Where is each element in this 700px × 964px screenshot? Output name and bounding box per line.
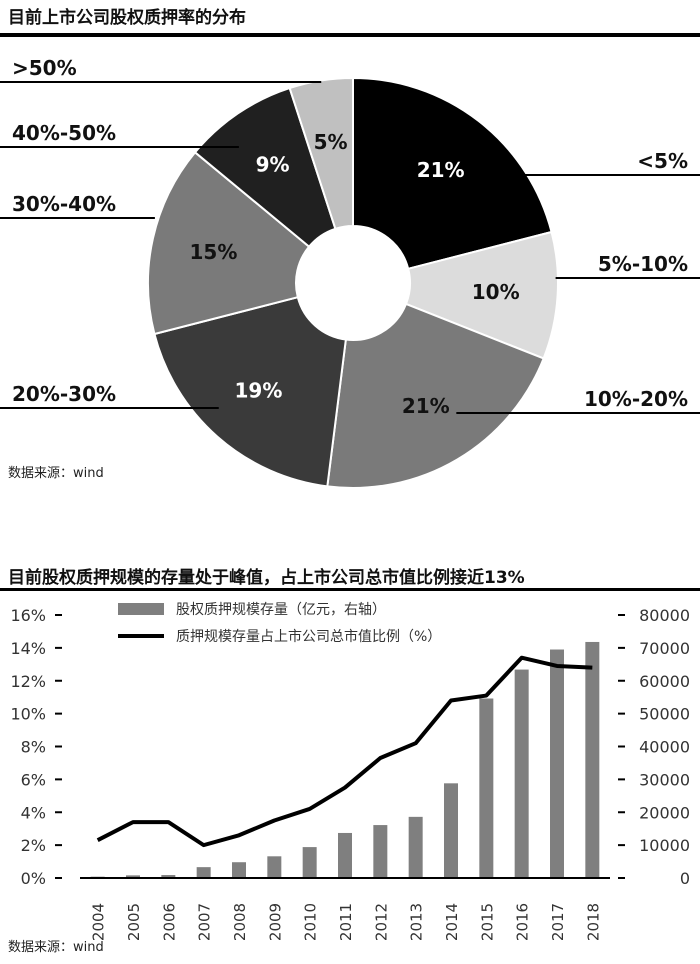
slice-category-label: <5% — [637, 149, 688, 173]
x-tick-label: 2015 — [478, 903, 496, 941]
x-tick-label: 2014 — [443, 903, 461, 941]
donut-slice — [153, 295, 347, 488]
x-tick-label: 2006 — [160, 903, 178, 941]
bar — [444, 783, 458, 878]
bar-line-combo-chart: 0% 2% 4% 6% 8% 10% 12% 14% 16% 0 10000 20000 30000 40… — [10, 602, 690, 941]
y-right-tick-label: 20000 — [639, 803, 690, 822]
y-left-tick-label: 8% — [21, 738, 46, 757]
donut-slice — [288, 76, 354, 231]
combo-source-note: 数据来源：wind — [8, 940, 104, 955]
y-right-tick-label: 80000 — [639, 606, 690, 625]
donut-slice — [326, 302, 545, 489]
x-tick-label: 2018 — [584, 903, 602, 941]
slice-category-label: 10%-20% — [584, 387, 688, 411]
y-left-tick-label: 10% — [10, 705, 46, 724]
y-left-tick-label: 6% — [21, 770, 46, 789]
x-tick-label: 2008 — [231, 903, 249, 941]
y-right-tick-label: 50000 — [639, 705, 690, 724]
bar — [126, 875, 140, 878]
y-left-tick-label: 16% — [10, 606, 46, 625]
slice-category-label: 40%-50% — [12, 121, 116, 145]
x-tick-label: 2016 — [514, 903, 532, 941]
y-right-tick-label: 60000 — [639, 672, 690, 691]
slice-value-label: 5% — [314, 130, 348, 154]
slice-category-label: 5%-10% — [598, 252, 688, 276]
legend-line-label: 质押规模存量占上市公司总市值比例（%） — [176, 628, 441, 645]
y-left-tick-label: 0% — [21, 869, 46, 888]
legend-bar-label: 股权质押规模存量（亿元，右轴） — [176, 602, 386, 618]
x-tick-label: 2010 — [302, 903, 320, 941]
x-tick-label: 2012 — [372, 903, 390, 941]
slice-value-label: 21% — [402, 394, 450, 418]
slice-value-label: 19% — [234, 378, 282, 402]
pie-source-note: 数据来源：wind — [8, 466, 104, 481]
x-tick-label: 2004 — [90, 903, 108, 941]
bar — [267, 856, 282, 878]
y-right-tick-label: 0 — [680, 869, 690, 888]
x-tick-label: 2011 — [337, 903, 355, 941]
y-left-tick-label: 2% — [21, 836, 46, 855]
y-left-tick-label: 14% — [10, 639, 46, 658]
donut-chart: 21% <5% 10% 5%-10% 21% 10%-20% 19% 20%-30% 15% 30… — [0, 56, 700, 489]
slice-category-label: 20%-30% — [12, 382, 116, 406]
x-tick-label: 2007 — [196, 903, 214, 941]
combo-chart-title: 目前股权质押规模的存量处于峰值，占上市公司总市值比例接近13% — [8, 568, 525, 588]
slice-value-label: 21% — [417, 158, 465, 182]
y-left-tick-label: 4% — [21, 803, 46, 822]
donut-slice — [404, 230, 559, 360]
bar — [161, 875, 176, 878]
bar — [479, 698, 494, 878]
ratio-line — [96, 655, 593, 848]
x-tick-label: 2017 — [549, 903, 567, 941]
bar — [585, 641, 600, 878]
y-right-tick-label: 40000 — [639, 738, 690, 757]
bar — [408, 816, 423, 878]
donut-slice — [352, 76, 553, 271]
x-tick-label: 2009 — [266, 903, 284, 941]
donut-slice — [147, 150, 311, 336]
y-left-tick-label: 12% — [10, 672, 46, 691]
pie-title-rule — [0, 33, 700, 37]
bar — [232, 862, 246, 878]
bar — [373, 825, 388, 878]
x-tick-label: 2005 — [125, 903, 143, 941]
slice-value-label: 10% — [472, 280, 520, 304]
bar — [514, 669, 529, 878]
bar — [550, 649, 564, 878]
y-right-tick-label: 70000 — [639, 639, 690, 658]
y-right-tick-label: 10000 — [639, 836, 690, 855]
slice-category-label: >50% — [12, 56, 77, 80]
slice-value-label: 9% — [256, 153, 290, 177]
bar — [196, 867, 211, 878]
slice-category-label: 30%-40% — [12, 192, 116, 216]
legend-bar-swatch — [118, 603, 164, 615]
y-right-tick-label: 30000 — [639, 770, 690, 789]
combo-title-rule — [0, 588, 700, 591]
x-tick-label: 2013 — [408, 903, 426, 941]
bar — [338, 832, 352, 878]
slice-value-label: 15% — [190, 240, 238, 264]
pie-chart-title: 目前上市公司股权质押率的分布 — [8, 8, 246, 28]
bar — [302, 847, 317, 878]
